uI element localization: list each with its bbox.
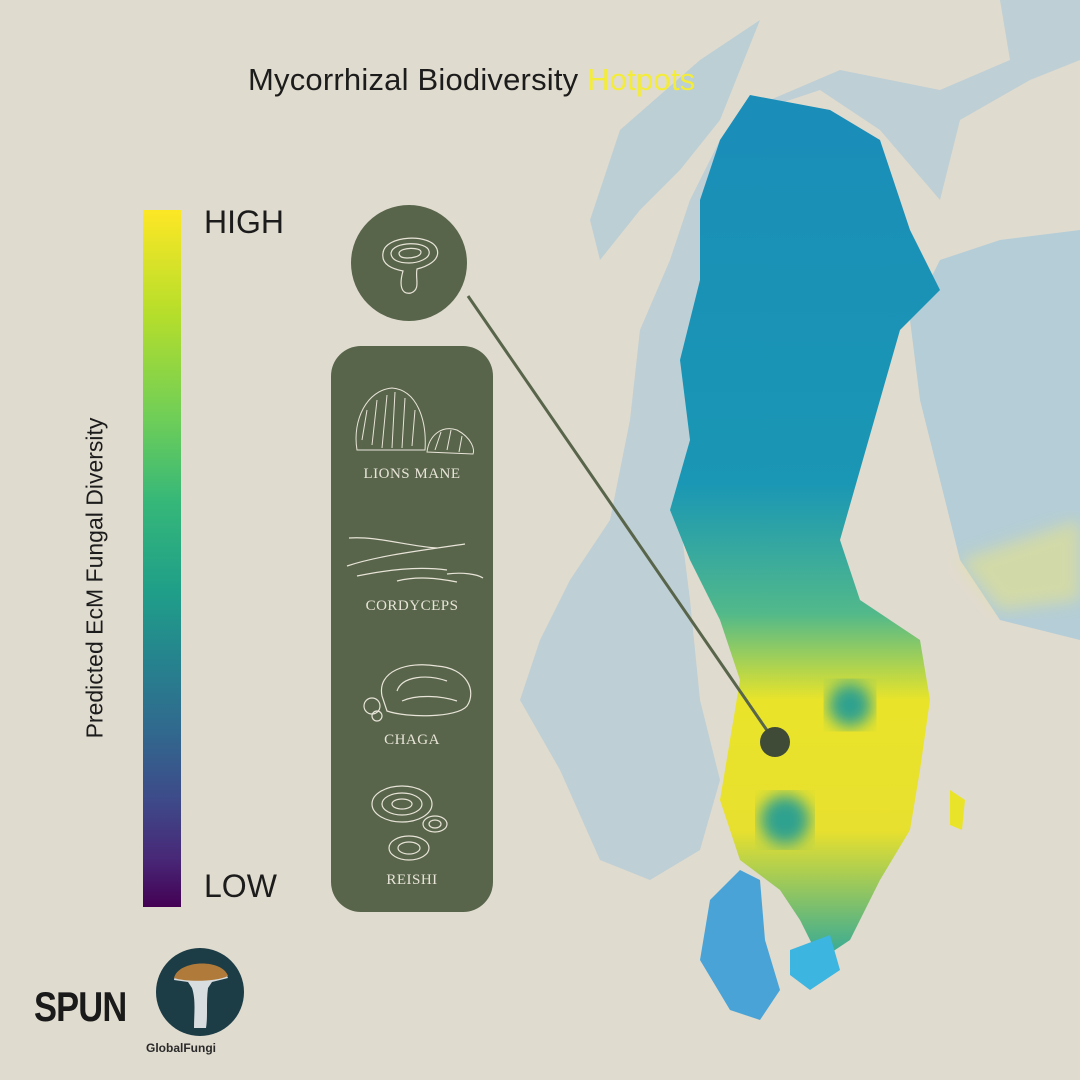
mushroom-icon: [174, 963, 228, 1028]
colorbar-axis-label: Predicted EcM Fungal Diversity: [81, 417, 108, 739]
lions-mane-icon: [355, 387, 475, 455]
species-item-reishi: REISHI: [331, 782, 493, 889]
spun-logo: SPUN: [34, 983, 127, 1030]
sweden-region: [670, 95, 940, 960]
hotspot-marker: [760, 727, 790, 757]
globalfungi-label: GlobalFungi: [146, 1041, 216, 1055]
species-label: LIONS MANE: [363, 466, 461, 482]
species-label: CHAGA: [384, 732, 440, 748]
chaga-icon: [363, 664, 472, 722]
species-label: REISHI: [386, 872, 438, 888]
title-main: Mycorrhizal Biodiversity: [248, 62, 579, 97]
cordyceps-icon: [346, 537, 484, 583]
species-item-chaga: CHAGA: [331, 656, 493, 749]
species-panel: LIONS MANE CORDYCEPS CHAGA REISHI: [331, 346, 493, 912]
species-item-lions-mane: LIONS MANE: [331, 380, 493, 483]
reishi-icon: [371, 785, 448, 861]
callout-line: [466, 295, 777, 743]
globalfungi-logo: [156, 948, 244, 1036]
diversity-colorbar: [143, 210, 181, 907]
title-highlight: Hotpots: [587, 62, 696, 97]
norway-region: [520, 0, 1080, 880]
species-item-cordyceps: CORDYCEPS: [331, 526, 493, 615]
high-label: HIGH: [204, 204, 284, 240]
reishi-mushroom-icon: [351, 205, 467, 321]
low-label: LOW: [204, 868, 277, 904]
map-title: Mycorrhizal Biodiversity Hotpots: [248, 62, 695, 98]
species-label: CORDYCEPS: [365, 598, 459, 614]
denmark-region: [700, 870, 780, 1020]
